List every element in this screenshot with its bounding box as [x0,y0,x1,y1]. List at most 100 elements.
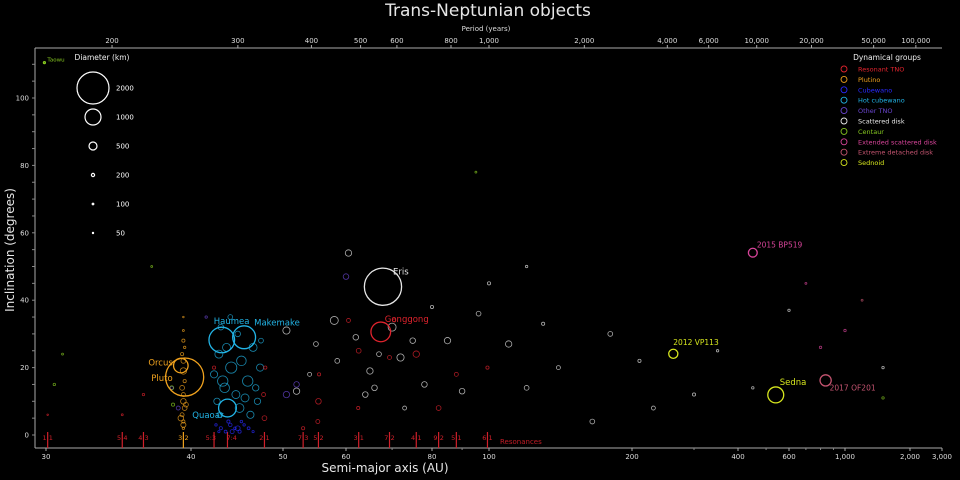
named-object-marker [370,321,392,343]
x-tick-label: 100 [482,453,495,461]
named-object-marker [747,247,758,258]
data-point [409,337,416,344]
y-axis-label: Inclination (degrees) [3,188,17,312]
data-point [175,405,181,411]
legend-marker [840,107,848,115]
data-point [692,392,697,397]
y-tick-label: 0 [25,432,29,440]
data-point [453,371,459,377]
data-point [346,318,351,323]
data-point [225,361,238,374]
size-legend-title: Diameter (km) [75,53,130,62]
data-point [474,170,478,174]
data-point [376,351,382,357]
resonance-label: 5:3 [206,434,216,442]
x-tick-label: 80 [428,453,437,461]
data-point [180,398,187,405]
resonance-label: 7:4 [226,434,236,442]
resonance-label: 7:3 [298,434,308,442]
data-point [182,329,185,332]
data-point [181,338,186,343]
data-point [234,330,241,338]
legend-marker [840,138,848,146]
legend-marker [840,75,848,83]
legend-label: Hot cubewano [858,97,905,105]
data-point [475,310,482,317]
legend-label: Cubewano [858,86,892,94]
data-point [183,401,189,408]
resonance-label: 5:4 [117,434,127,442]
data-point [46,413,49,416]
data-point [61,352,64,356]
named-object-label: 2017 OF201 [830,383,876,392]
legend-label: Sednoid [858,159,884,167]
legend-marker [840,159,848,167]
legend-marker [840,96,848,104]
data-point [226,419,231,424]
data-point [180,352,185,357]
data-point [402,405,408,411]
data-point [242,423,246,427]
top-axis: 200 300 400 500 600 800 1,000 2,000 4,000 6,000 10… [35,37,942,49]
data-point [233,426,237,430]
x-tick-label: 600 [782,453,795,461]
data-point [150,265,154,268]
data-point [387,355,392,360]
legend-marker [840,65,848,73]
named-objects: Eris Pluto Haumea Makemake Gonggong Quaoar Orc… [42,58,876,421]
legend-label: Centaur [858,128,884,136]
data-point [177,414,185,422]
data-point [52,382,56,387]
data-point [218,426,223,431]
data-point [256,363,265,372]
data-point [650,405,656,411]
data-point [263,365,268,370]
data-point [182,315,185,319]
legend-label: Scattered disk [858,118,905,126]
top-tick-label: 6,000 [699,37,719,45]
y-tick-label: 40 [20,297,29,305]
legend-label: Plutino [858,76,880,84]
data-point [429,304,434,309]
y-axis: 0 20 40 60 80 100 [16,48,36,448]
named-object-label: Pluto [151,374,172,384]
y-tick-label: 20 [20,364,29,372]
x-tick-label: 2,000 [900,453,920,461]
data-point [315,398,322,405]
data-point [212,365,217,370]
data-point [219,382,230,394]
data-point [239,419,244,424]
data-point [217,375,229,387]
y-tick-label: 100 [16,95,29,103]
bottom-axis: 30 40 50 60 80 100 200 400 600 1,000 2,000 3,000 [35,447,952,461]
data-point [227,314,234,320]
data-point [818,345,823,349]
size-legend-circle [76,71,110,105]
named-object-label: Quaoar [192,411,224,421]
data-point [342,273,350,280]
data-point [556,365,561,371]
data-point [231,390,241,399]
top-tick-label: 20,000 [799,37,824,45]
data-point [141,392,146,397]
named-object-label: Gonggong [385,315,429,325]
data-points [46,170,885,435]
size-legend-label: 2000 [116,85,134,93]
size-legend-circle [91,202,95,206]
data-point [261,415,268,421]
x-tick-label: 60 [342,453,351,461]
top-tick-label: 500 [354,37,367,45]
legend-marker [840,127,848,135]
resonance-label: 5:2 [313,434,323,442]
data-point [860,298,864,302]
data-point [505,340,513,348]
named-object-label: Sedna [780,378,807,388]
data-point [715,349,720,353]
data-point [787,308,791,312]
named-object-label: 2015 BP519 [757,241,803,250]
group-legend: Dynamical groups Resonant TNO Plutino Cube… [840,53,937,167]
x-tick-label: 40 [187,453,196,461]
named-object-marker [363,267,403,306]
x-tick-label: 3,000 [932,453,952,461]
top-tick-label: 600 [390,37,403,45]
